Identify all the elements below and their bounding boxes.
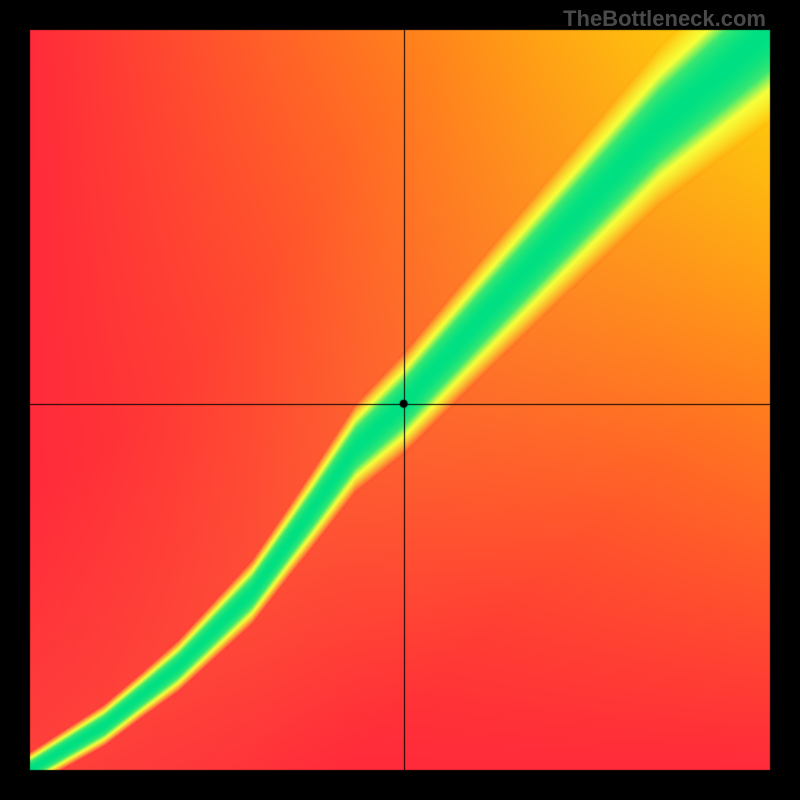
chart-container: TheBottleneck.com <box>0 0 800 800</box>
watermark-text: TheBottleneck.com <box>563 6 766 32</box>
heatmap-canvas <box>0 0 800 800</box>
